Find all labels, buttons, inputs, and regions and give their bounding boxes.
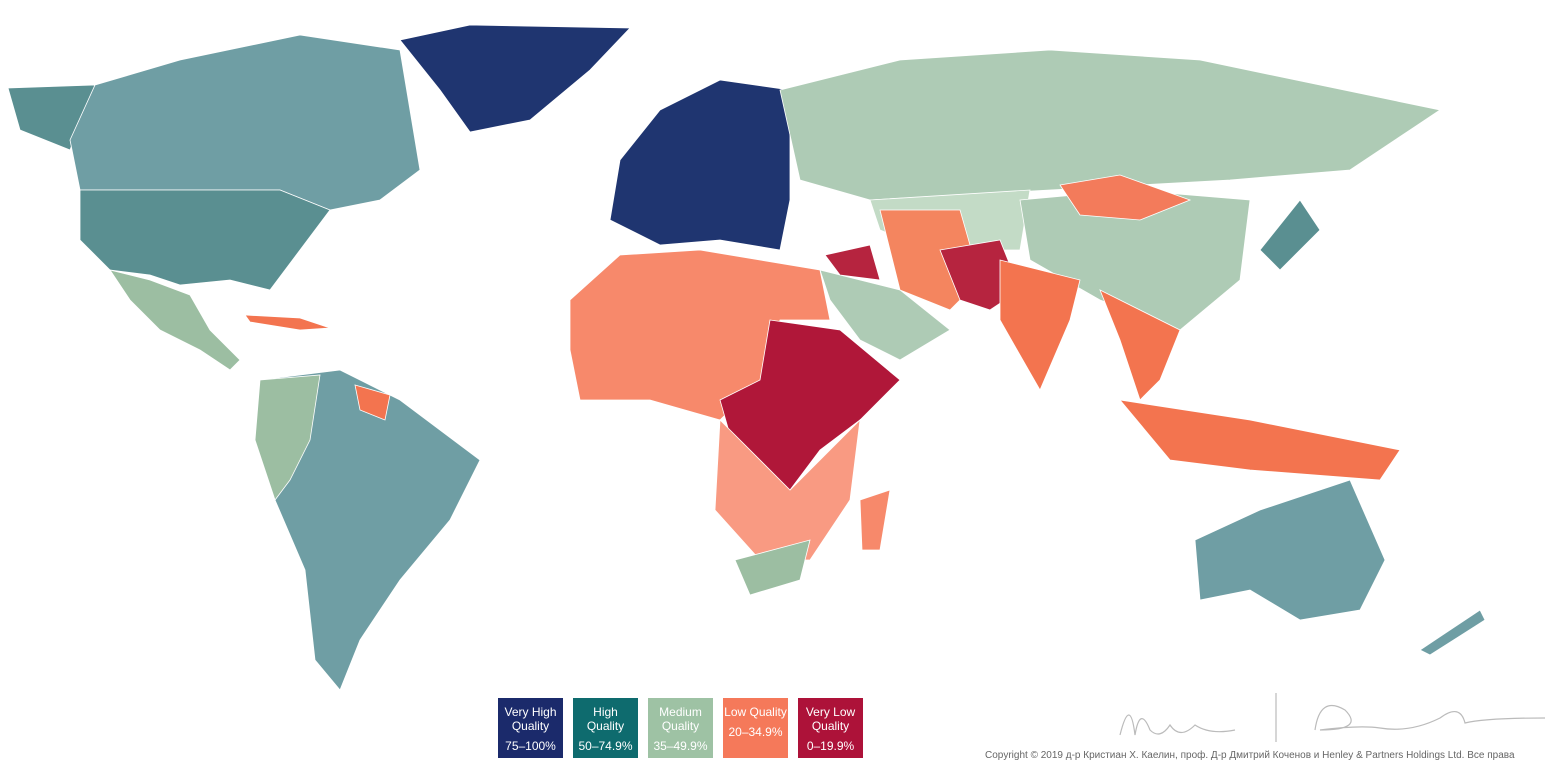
- legend-label: High Quality: [586, 705, 625, 733]
- australia: [1194, 479, 1386, 621]
- andes: [254, 374, 321, 501]
- legend-item: Very Low Quality 0–19.9%: [798, 698, 863, 758]
- legend-range: 35–49.9%: [653, 739, 708, 753]
- legend-label: Very Low Quality: [805, 705, 856, 733]
- syria-iraq: [824, 244, 881, 281]
- legend-item: High Quality 50–74.9%: [573, 698, 638, 758]
- japan: [1259, 199, 1321, 271]
- southern-africa: [714, 418, 861, 561]
- indonesia: [1119, 399, 1401, 481]
- legend-item: Medium Quality 35–49.9%: [648, 698, 713, 758]
- legend-label: Low Quality: [724, 705, 787, 719]
- russia: [779, 49, 1442, 201]
- legend-item: Low Quality 20–34.9%: [723, 698, 788, 758]
- central-america: [109, 269, 241, 371]
- legend-range: 20–34.9%: [728, 725, 783, 739]
- india: [999, 259, 1081, 391]
- south-africa: [734, 539, 811, 596]
- legend-label: Medium Quality: [659, 705, 702, 733]
- southeast-asia: [1099, 289, 1181, 401]
- legend-range: 50–74.9%: [578, 739, 633, 753]
- legend-range: 75–100%: [505, 739, 556, 753]
- new-zealand: [1419, 609, 1486, 656]
- legend-label: Very High Quality: [504, 705, 557, 733]
- usa: [79, 189, 331, 291]
- legend: Very High Quality 75–100% High Quality 50–7…: [498, 698, 863, 758]
- canada: [69, 34, 421, 211]
- guianas: [354, 384, 391, 421]
- legend-item: Very High Quality 75–100%: [498, 698, 563, 758]
- madagascar: [859, 489, 891, 551]
- europe: [609, 79, 791, 251]
- central-africa: [719, 319, 901, 491]
- copyright: Copyright © 2019 д-р Кристиан Х. Каелин,…: [985, 750, 1515, 761]
- greenland: [399, 24, 631, 133]
- mongolia: [1059, 174, 1192, 221]
- caribbean: [244, 314, 331, 331]
- legend-range: 0–19.9%: [806, 739, 855, 753]
- signature: [1119, 693, 1546, 742]
